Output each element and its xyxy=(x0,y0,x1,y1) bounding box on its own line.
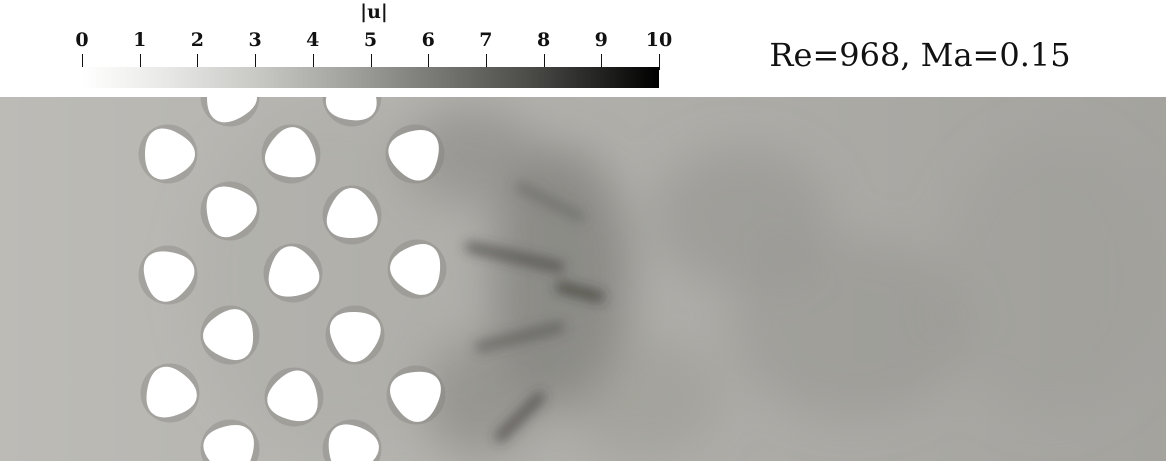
wake-blob xyxy=(490,147,630,407)
cylinder-obstacle xyxy=(390,371,441,422)
vortex-streak xyxy=(475,322,565,352)
colorbar-tick-mark xyxy=(428,54,430,70)
cylinder-obstacle xyxy=(206,186,257,238)
cylinder-obstacle xyxy=(203,309,254,360)
colorbar-title: |u| xyxy=(360,1,388,23)
colorbar-tick-mark xyxy=(82,54,83,70)
cylinder-obstacle xyxy=(328,424,379,461)
cylinder-obstacle xyxy=(265,127,316,178)
colorbar-tick-mark xyxy=(255,54,257,70)
reynolds-mach-label: Re=968, Ma=0.15 xyxy=(769,36,1071,74)
wake-blob xyxy=(730,237,970,417)
colorbar-tick-label: 7 xyxy=(479,29,493,51)
colorbar-tick-mark xyxy=(197,54,199,70)
wake-blob xyxy=(940,137,1160,417)
colorbar-tick-label: 6 xyxy=(421,29,435,51)
cylinder-obstacle xyxy=(203,425,254,461)
flow-field-image xyxy=(0,97,1166,461)
colorbar-tick-mark xyxy=(370,54,372,70)
cylinder-obstacle xyxy=(267,370,318,422)
cylinder-obstacle xyxy=(268,246,320,297)
cylinder-obstacle xyxy=(145,128,195,180)
colorbar-tick-label: 1 xyxy=(133,29,147,51)
cylinder-obstacle xyxy=(207,97,257,123)
colorbar-tick-label: 4 xyxy=(306,29,320,51)
colorbar-ticks: 0 1 2 3 4 5 6 7 8 9 10 xyxy=(0,0,700,97)
wake-streaks xyxy=(465,182,605,442)
colorbar-tick-label: 9 xyxy=(594,29,608,51)
colorbar-tick-mark xyxy=(312,54,314,70)
figure-header: |u| 0 1 2 3 4 5 6 7 8 9 10 Re=968, Ma=0.15 xyxy=(0,0,1166,97)
vortex-streak xyxy=(555,282,605,302)
colorbar-tick-label: 0 xyxy=(75,29,89,51)
cylinder-obstacle xyxy=(329,312,381,362)
wake-blob xyxy=(190,107,470,447)
vortex-streak xyxy=(495,392,545,442)
colorbar-tick-mark xyxy=(543,54,545,70)
vortex-streak xyxy=(465,242,565,272)
colorbar-tick-label: 8 xyxy=(536,29,551,51)
cylinder-array xyxy=(138,97,447,461)
cylinder-obstacle xyxy=(325,97,377,121)
colorbar-tick-mark xyxy=(485,54,487,70)
cylinder-obstacle xyxy=(388,129,439,181)
wake-region xyxy=(190,107,1160,457)
colorbar-tick-mark xyxy=(659,54,660,70)
colorbar-tick-mark xyxy=(601,54,603,70)
wake-blob xyxy=(560,337,720,457)
cylinder-obstacle xyxy=(390,244,441,295)
colorbar-tick-label: 5 xyxy=(363,29,378,51)
cylinder-obstacle xyxy=(146,366,197,418)
cylinder-obstacle xyxy=(326,188,378,238)
colorbar-tick-mark xyxy=(139,54,141,70)
colorbar-tick-label: 2 xyxy=(190,29,204,51)
colorbar-tick-label: 3 xyxy=(248,29,262,51)
colorbar xyxy=(82,67,659,88)
vortex-streak xyxy=(515,182,585,222)
colorbar-tick-label: 10 xyxy=(645,29,673,51)
cylinder-obstacle xyxy=(143,251,195,302)
